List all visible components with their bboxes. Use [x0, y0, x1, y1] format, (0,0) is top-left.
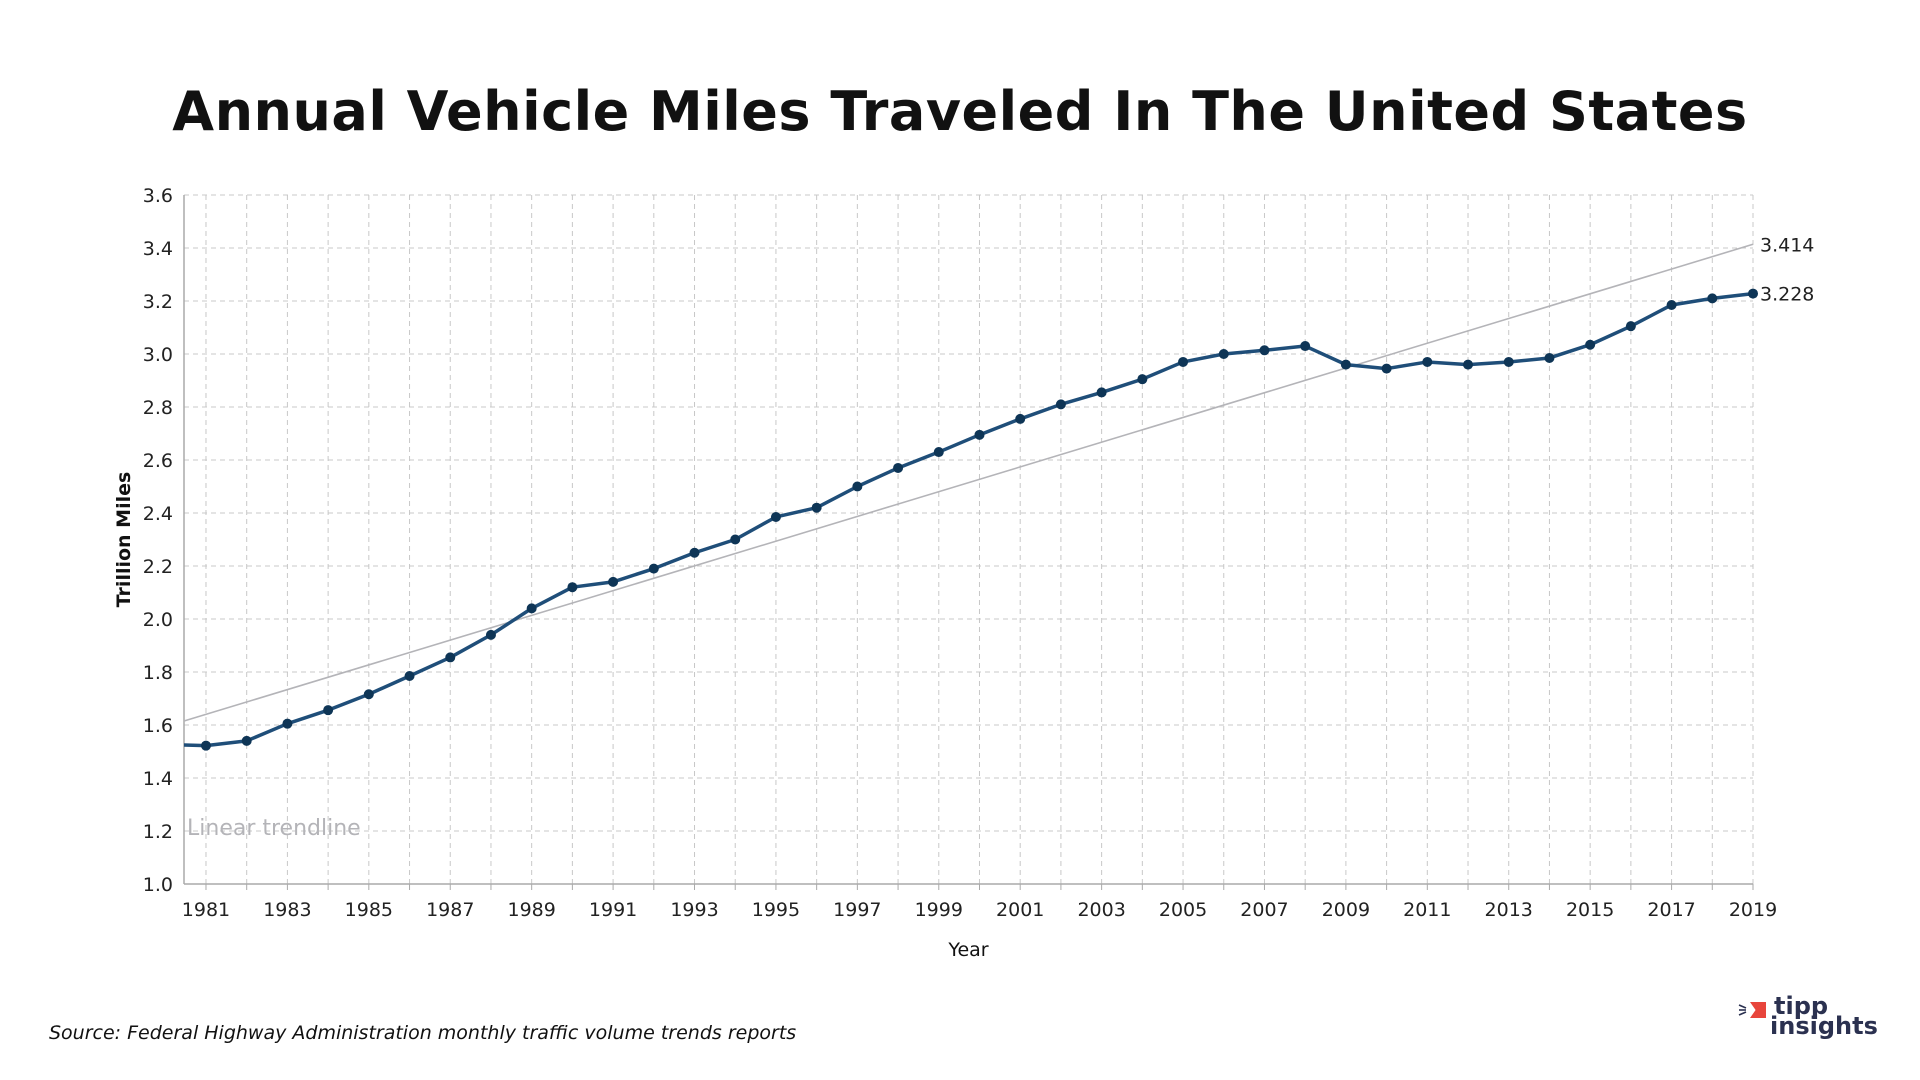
y-tick-label: 3.6: [143, 185, 173, 207]
series-line: [184, 291, 1754, 748]
logo-flag-icon: [1750, 1002, 1766, 1018]
data-point-2016: [1625, 321, 1636, 332]
y-tick-label: 2.2: [143, 556, 173, 578]
x-tick-label: 2015: [1566, 899, 1614, 921]
x-tick-label: 1997: [833, 899, 881, 921]
trendline-label: Linear trendline: [187, 816, 361, 841]
y-tick-label: 2.8: [143, 397, 173, 419]
y-tick-label: 3.4: [143, 238, 173, 260]
data-point-2006: [1218, 349, 1229, 359]
x-tick-label: 2005: [1159, 899, 1207, 921]
data-point-2003: [1096, 387, 1107, 398]
data-point-2019: [1748, 288, 1758, 299]
data-point-2012: [1463, 359, 1474, 370]
data-point-2002: [1055, 399, 1066, 410]
data-point-1984: [323, 705, 334, 716]
tipp-insights-logo: tipp insights: [1738, 992, 1878, 1042]
chart-title: Annual Vehicle Miles Traveled In The Uni…: [172, 80, 1748, 143]
data-point-2005: [1178, 356, 1189, 367]
data-point-2017: [1666, 299, 1677, 310]
x-tick-label: 1987: [426, 899, 474, 921]
x-tick-label: 1993: [670, 899, 718, 921]
data-point-2007: [1259, 345, 1270, 356]
logo-text-insights: insights: [1770, 1012, 1878, 1040]
data-point-2009: [1340, 359, 1351, 370]
trendline: [183, 243, 1754, 722]
y-tick-label: 1.8: [143, 662, 173, 684]
data-point-2014: [1544, 352, 1555, 363]
data-point-2000: [974, 429, 985, 440]
data-point-1996: [811, 502, 822, 513]
x-tick-label: 1995: [752, 899, 800, 921]
y-tick-label: 1.6: [143, 715, 173, 737]
y-tick-label: 2.0: [143, 609, 173, 631]
data-point-1985: [363, 689, 374, 700]
x-tick-label: 1999: [915, 899, 963, 921]
data-point-2015: [1585, 339, 1596, 350]
data-point-1991: [608, 576, 619, 587]
data-point-1989: [526, 603, 537, 614]
data-point-1982: [241, 735, 252, 746]
y-tick-label: 1.0: [143, 874, 173, 896]
data-point-1986: [404, 670, 415, 681]
x-tick-label: 1991: [589, 899, 637, 921]
data-point-1990: [567, 582, 578, 593]
source-note: Source: Federal Highway Administration m…: [49, 1022, 797, 1044]
data-point-1981: [200, 740, 211, 751]
data-point-1999: [933, 447, 944, 458]
x-tick-label: 2013: [1485, 899, 1533, 921]
x-tick-label: 2007: [1240, 899, 1288, 921]
x-tick-label: 2017: [1647, 899, 1695, 921]
data-point-2008: [1300, 341, 1311, 352]
y-tick-label: 3.2: [143, 291, 173, 313]
x-tick-label: 2001: [996, 899, 1044, 921]
y-tick-label: 3.0: [143, 344, 173, 366]
data-point-1997: [852, 481, 863, 492]
x-tick-label: 1981: [182, 899, 230, 921]
series-end-label: 3.228: [1760, 284, 1814, 306]
x-tick-label: 2011: [1403, 899, 1451, 921]
x-tick-label: 2019: [1729, 899, 1777, 921]
logo-rays-icon: [1738, 1004, 1747, 1016]
data-point-1992: [648, 563, 659, 574]
data-point-1988: [485, 629, 496, 640]
data-point-1993: [689, 547, 700, 558]
x-axis-title: Year: [947, 939, 988, 961]
y-tick-label: 2.6: [143, 450, 173, 472]
data-point-2018: [1707, 293, 1718, 304]
y-tick-label: 2.4: [143, 503, 173, 525]
data-point-2004: [1137, 374, 1148, 385]
y-axis-title: Trillion Miles: [113, 472, 135, 608]
y-tick-label: 1.4: [143, 768, 173, 790]
y-tick-label: 1.2: [143, 821, 173, 843]
logo-text-tipp: tipp: [1774, 992, 1829, 1020]
data-point-2001: [1015, 413, 1026, 424]
x-tick-label: 1989: [507, 899, 555, 921]
data-point-1995: [770, 511, 781, 522]
data-point-1998: [893, 462, 904, 473]
data-point-2011: [1422, 356, 1433, 367]
x-tick-label: 1985: [345, 899, 393, 921]
x-tick-label: 1983: [263, 899, 311, 921]
trend-end-label: 3.414: [1760, 234, 1814, 256]
data-point-1983: [282, 718, 293, 729]
data-point-1994: [730, 534, 741, 545]
data-point-2013: [1503, 356, 1514, 367]
x-tick-label: 2009: [1322, 899, 1370, 921]
data-point-2010: [1381, 363, 1392, 374]
data-point-1987: [445, 652, 456, 663]
x-tick-label: 2003: [1077, 899, 1125, 921]
